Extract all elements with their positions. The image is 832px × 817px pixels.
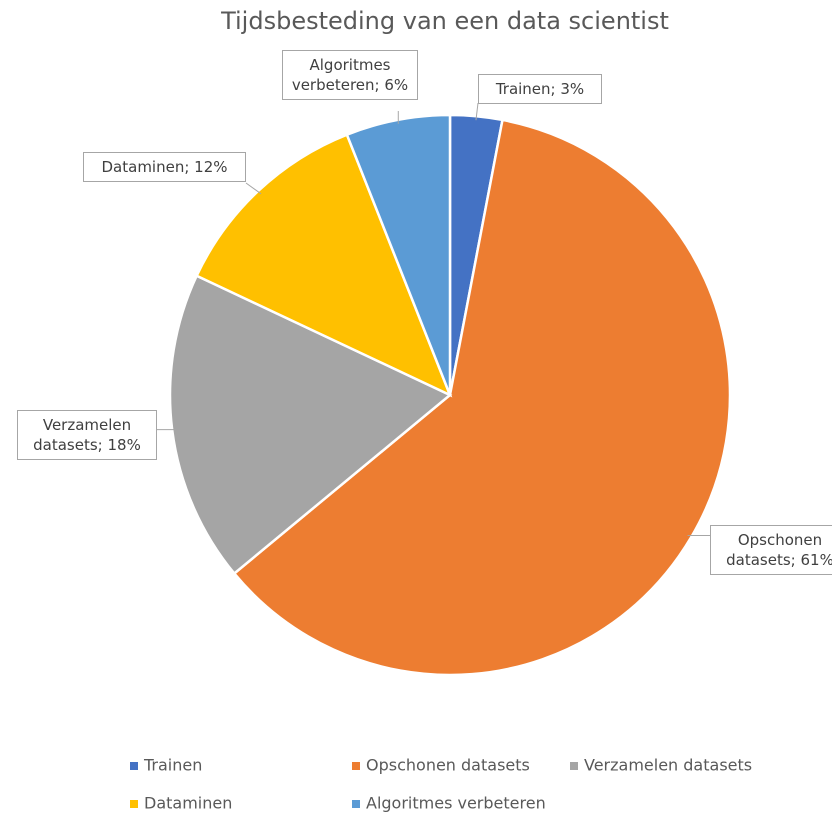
legend-label: Dataminen bbox=[144, 794, 232, 813]
legend-swatch bbox=[570, 762, 578, 770]
pie-slice bbox=[232, 118, 732, 677]
legend-label: Algoritmes verbeteren bbox=[366, 794, 546, 813]
leader-line bbox=[245, 182, 262, 195]
legend-swatch bbox=[352, 800, 360, 808]
pie-slice bbox=[194, 133, 453, 398]
legend-swatch bbox=[130, 762, 138, 770]
data-label: Algoritmes verbeteren; 6% bbox=[282, 50, 418, 100]
legend-label: Trainen bbox=[143, 756, 202, 775]
legend-swatch bbox=[352, 762, 360, 770]
legend-label: Verzamelen datasets bbox=[584, 756, 752, 775]
data-label: Verzamelen datasets; 18% bbox=[17, 410, 157, 460]
data-label: Trainen; 3% bbox=[478, 74, 602, 104]
leader-line bbox=[475, 102, 479, 121]
legend-swatch bbox=[130, 800, 138, 808]
legend-label: Opschonen datasets bbox=[366, 756, 530, 775]
data-label: Dataminen; 12% bbox=[83, 152, 246, 182]
data-label: Opschonen datasets; 61% bbox=[710, 525, 832, 575]
pie-slice bbox=[345, 113, 452, 396]
chart-title: Tijdsbesteding van een data scientist bbox=[220, 7, 669, 35]
